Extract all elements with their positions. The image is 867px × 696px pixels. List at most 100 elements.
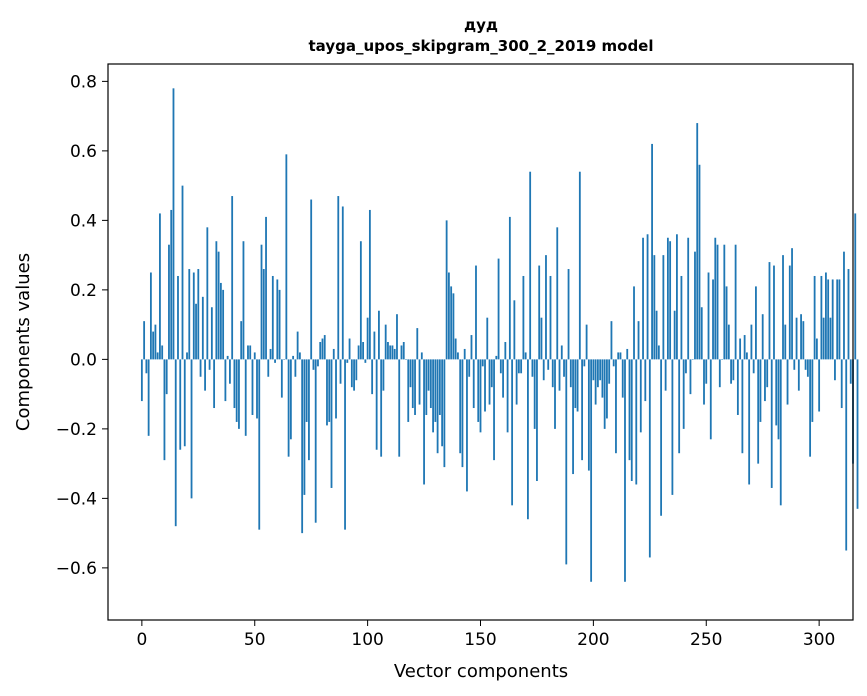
bar-91 bbox=[346, 359, 349, 363]
bar-312 bbox=[845, 359, 848, 551]
bar-26 bbox=[199, 359, 202, 377]
bar-150 bbox=[479, 359, 482, 433]
bar-25 bbox=[197, 269, 200, 360]
bar-281 bbox=[775, 359, 778, 426]
bar-9 bbox=[161, 345, 164, 360]
bar-72 bbox=[303, 359, 306, 495]
bar-51 bbox=[256, 359, 258, 419]
bar-240 bbox=[682, 359, 685, 429]
bar-287 bbox=[788, 265, 791, 360]
bar-133 bbox=[441, 359, 444, 447]
bar-154 bbox=[488, 359, 491, 405]
bar-209 bbox=[612, 359, 615, 367]
bar-291 bbox=[797, 359, 800, 391]
bar-79 bbox=[319, 342, 322, 360]
bar-269 bbox=[748, 359, 751, 485]
bar-123 bbox=[418, 359, 421, 405]
bar-6 bbox=[154, 324, 157, 360]
y-tick-label-3: 0.0 bbox=[70, 350, 97, 370]
bar-54 bbox=[262, 269, 265, 360]
bar-58 bbox=[271, 275, 274, 360]
bar-2 bbox=[145, 359, 148, 374]
bar-260 bbox=[727, 324, 730, 360]
bar-17 bbox=[179, 359, 182, 450]
bar-217 bbox=[630, 359, 633, 482]
bar-160 bbox=[502, 359, 504, 398]
x-tick-label-0: 0 bbox=[136, 630, 147, 650]
bar-116 bbox=[402, 342, 405, 360]
y-tick-label-6: 0.6 bbox=[70, 142, 97, 162]
bar-46 bbox=[244, 359, 247, 436]
bar-124 bbox=[420, 352, 423, 360]
bar-99 bbox=[364, 359, 367, 363]
bar-225 bbox=[648, 359, 651, 558]
bar-313 bbox=[847, 269, 850, 360]
bar-45 bbox=[242, 241, 245, 360]
bar-275 bbox=[761, 314, 764, 360]
bar-107 bbox=[382, 359, 385, 391]
bar-166 bbox=[515, 359, 518, 405]
bar-309 bbox=[838, 279, 841, 360]
bar-218 bbox=[633, 286, 635, 360]
bar-316 bbox=[854, 213, 857, 360]
bar-128 bbox=[429, 359, 432, 409]
bar-151 bbox=[481, 359, 484, 367]
bar-302 bbox=[822, 317, 825, 360]
bar-266 bbox=[741, 359, 744, 454]
bar-98 bbox=[362, 342, 365, 360]
bar-102 bbox=[371, 359, 374, 395]
bar-305 bbox=[829, 317, 832, 360]
bar-139 bbox=[454, 338, 457, 360]
bar-0 bbox=[140, 359, 143, 402]
bar-61 bbox=[278, 289, 281, 360]
bar-13 bbox=[170, 209, 173, 360]
bar-148 bbox=[475, 265, 477, 360]
bar-41 bbox=[233, 359, 236, 409]
bar-284 bbox=[782, 255, 784, 360]
bar-120 bbox=[411, 359, 414, 409]
bar-162 bbox=[506, 359, 509, 433]
bar-66 bbox=[289, 359, 292, 440]
bar-8 bbox=[159, 213, 161, 360]
bar-136 bbox=[447, 272, 450, 360]
bar-89 bbox=[341, 206, 344, 360]
bar-280 bbox=[773, 265, 775, 360]
bar-156 bbox=[493, 359, 495, 461]
bar-170 bbox=[524, 352, 527, 360]
bar-117 bbox=[405, 359, 407, 360]
bar-157 bbox=[495, 355, 498, 360]
bar-104 bbox=[375, 359, 378, 450]
bar-24 bbox=[195, 303, 197, 360]
bar-76 bbox=[312, 359, 315, 370]
bar-145 bbox=[468, 359, 471, 377]
bar-278 bbox=[768, 262, 771, 360]
bar-90 bbox=[344, 359, 346, 530]
bar-19 bbox=[183, 359, 186, 447]
x-tick-label-300: 300 bbox=[803, 630, 835, 650]
bar-292 bbox=[800, 314, 802, 360]
bar-153 bbox=[486, 317, 489, 360]
bar-268 bbox=[745, 352, 748, 360]
y-tick-label-5: 0.4 bbox=[70, 211, 97, 231]
y-tick-label-0: −0.6 bbox=[56, 559, 97, 579]
bar-255 bbox=[716, 244, 719, 360]
bar-15 bbox=[174, 359, 177, 527]
bar-192 bbox=[574, 359, 577, 409]
bar-158 bbox=[497, 258, 500, 360]
bar-243 bbox=[689, 359, 692, 395]
x-tick-label-250: 250 bbox=[690, 630, 722, 650]
bar-77 bbox=[314, 359, 317, 523]
bar-159 bbox=[499, 359, 502, 374]
bar-191 bbox=[572, 359, 574, 475]
bar-4 bbox=[149, 272, 152, 360]
bar-27 bbox=[201, 296, 204, 360]
bar-111 bbox=[391, 345, 394, 360]
bar-163 bbox=[508, 216, 511, 360]
bar-221 bbox=[639, 359, 642, 433]
bar-188 bbox=[565, 359, 568, 565]
bar-181 bbox=[549, 275, 552, 360]
bar-289 bbox=[793, 359, 796, 370]
bar-106 bbox=[380, 359, 383, 457]
y-tick-label-7: 0.8 bbox=[70, 72, 97, 92]
